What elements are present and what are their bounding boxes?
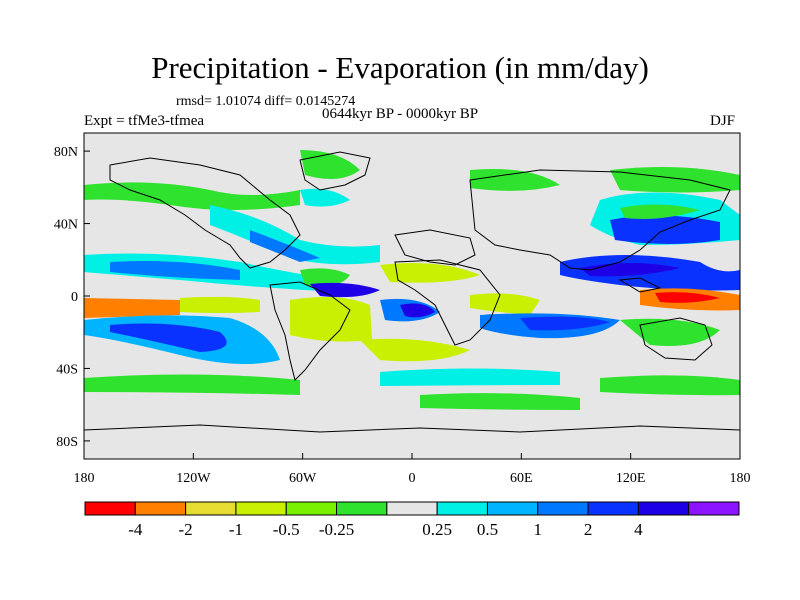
south-america-outline — [269, 281, 351, 381]
colorbar-label: -4 — [128, 520, 143, 539]
anomaly-patch — [180, 296, 260, 313]
anomaly-patch — [250, 230, 320, 262]
colorbar-swatch — [386, 501, 438, 516]
period-label: 0644kyr BP - 0000kyr BP — [322, 106, 479, 122]
africa-outline — [394, 259, 501, 346]
x-tick-label: 0 — [409, 471, 416, 486]
europe-outline — [394, 229, 476, 266]
colorbar-label: 2 — [584, 520, 593, 539]
north-america-outline — [109, 157, 301, 269]
x-tick-label: 180 — [730, 471, 751, 486]
colorbar-swatch — [688, 501, 740, 516]
anomaly-patch — [600, 375, 740, 396]
anomaly-patch — [84, 374, 300, 395]
colorbar-swatch — [486, 501, 539, 516]
colorbar-label: 1 — [534, 520, 543, 539]
asia-outline — [469, 169, 731, 271]
anomaly-patch — [655, 292, 720, 303]
anomaly-patch — [84, 298, 180, 318]
y-tick-label: 40N — [54, 218, 78, 233]
anomaly-patch — [380, 368, 560, 386]
anomaly-patch — [420, 393, 580, 410]
x-tick-label: 60W — [289, 471, 317, 486]
coastlines — [84, 151, 740, 433]
anomaly-patch — [110, 323, 227, 352]
x-tick-label: 60E — [510, 471, 533, 486]
colorbar-label: -2 — [179, 520, 193, 539]
colorbar-swatch — [637, 501, 690, 516]
y-tick-label: 0 — [71, 290, 78, 305]
colorbar-label: 0.25 — [422, 520, 452, 539]
greenland-outline — [299, 151, 371, 191]
stats-subtitle: rmsd= 1.01074 diff= 0.0145274 — [176, 94, 356, 109]
anomaly-patch — [400, 303, 435, 318]
figure-title: Precipitation - Evaporation (in mm/day) — [151, 50, 649, 85]
anomaly-patch — [300, 188, 350, 207]
colorbar-swatch — [336, 501, 388, 516]
colorbar-swatch — [537, 501, 589, 516]
colorbar-swatch — [235, 501, 287, 516]
colorbar-label: -1 — [229, 520, 243, 539]
x-tick-label: 120E — [616, 471, 646, 486]
maritime-continent-outline — [618, 277, 662, 293]
x-tick-label: 120W — [176, 471, 211, 486]
experiment-label: Expt = tfMe3-tfmea — [84, 113, 205, 129]
australia-outline — [639, 317, 713, 361]
precip-evap-field — [84, 133, 740, 459]
anomaly-patch — [290, 296, 372, 342]
anomaly-patch — [520, 316, 610, 331]
anomaly-patch — [300, 268, 350, 287]
anomaly-patch — [620, 204, 700, 219]
anomaly-patch — [84, 182, 300, 210]
anomaly-patch — [360, 338, 470, 362]
anomaly-patch — [470, 293, 540, 315]
x-tick-label: 180 — [74, 471, 95, 486]
y-tick-label: 80S — [56, 435, 78, 450]
anomaly-patch — [610, 166, 740, 193]
colorbar-swatch — [84, 501, 136, 516]
colorbar-label: 0.5 — [477, 520, 498, 539]
colorbar-label: -0.5 — [273, 520, 300, 539]
colorbar-swatch — [134, 501, 187, 516]
colorbar-swatch — [185, 501, 237, 516]
anomaly-patch — [210, 205, 380, 265]
colorbar-swatch — [587, 501, 639, 516]
colorbar-label: -0.25 — [319, 520, 354, 539]
colorbar-swatch — [285, 501, 338, 516]
y-tick-label: 40S — [56, 362, 78, 377]
anomaly-patch — [470, 169, 560, 191]
y-tick-label: 80N — [54, 145, 78, 160]
colorbar-swatch — [436, 501, 488, 516]
colorbar-label: 4 — [634, 520, 643, 539]
antarctica-outline — [84, 424, 740, 433]
anomaly-patch — [380, 262, 480, 283]
season-label: DJF — [710, 113, 736, 129]
anomaly-patch — [620, 318, 720, 346]
anomaly-patch — [110, 261, 240, 280]
